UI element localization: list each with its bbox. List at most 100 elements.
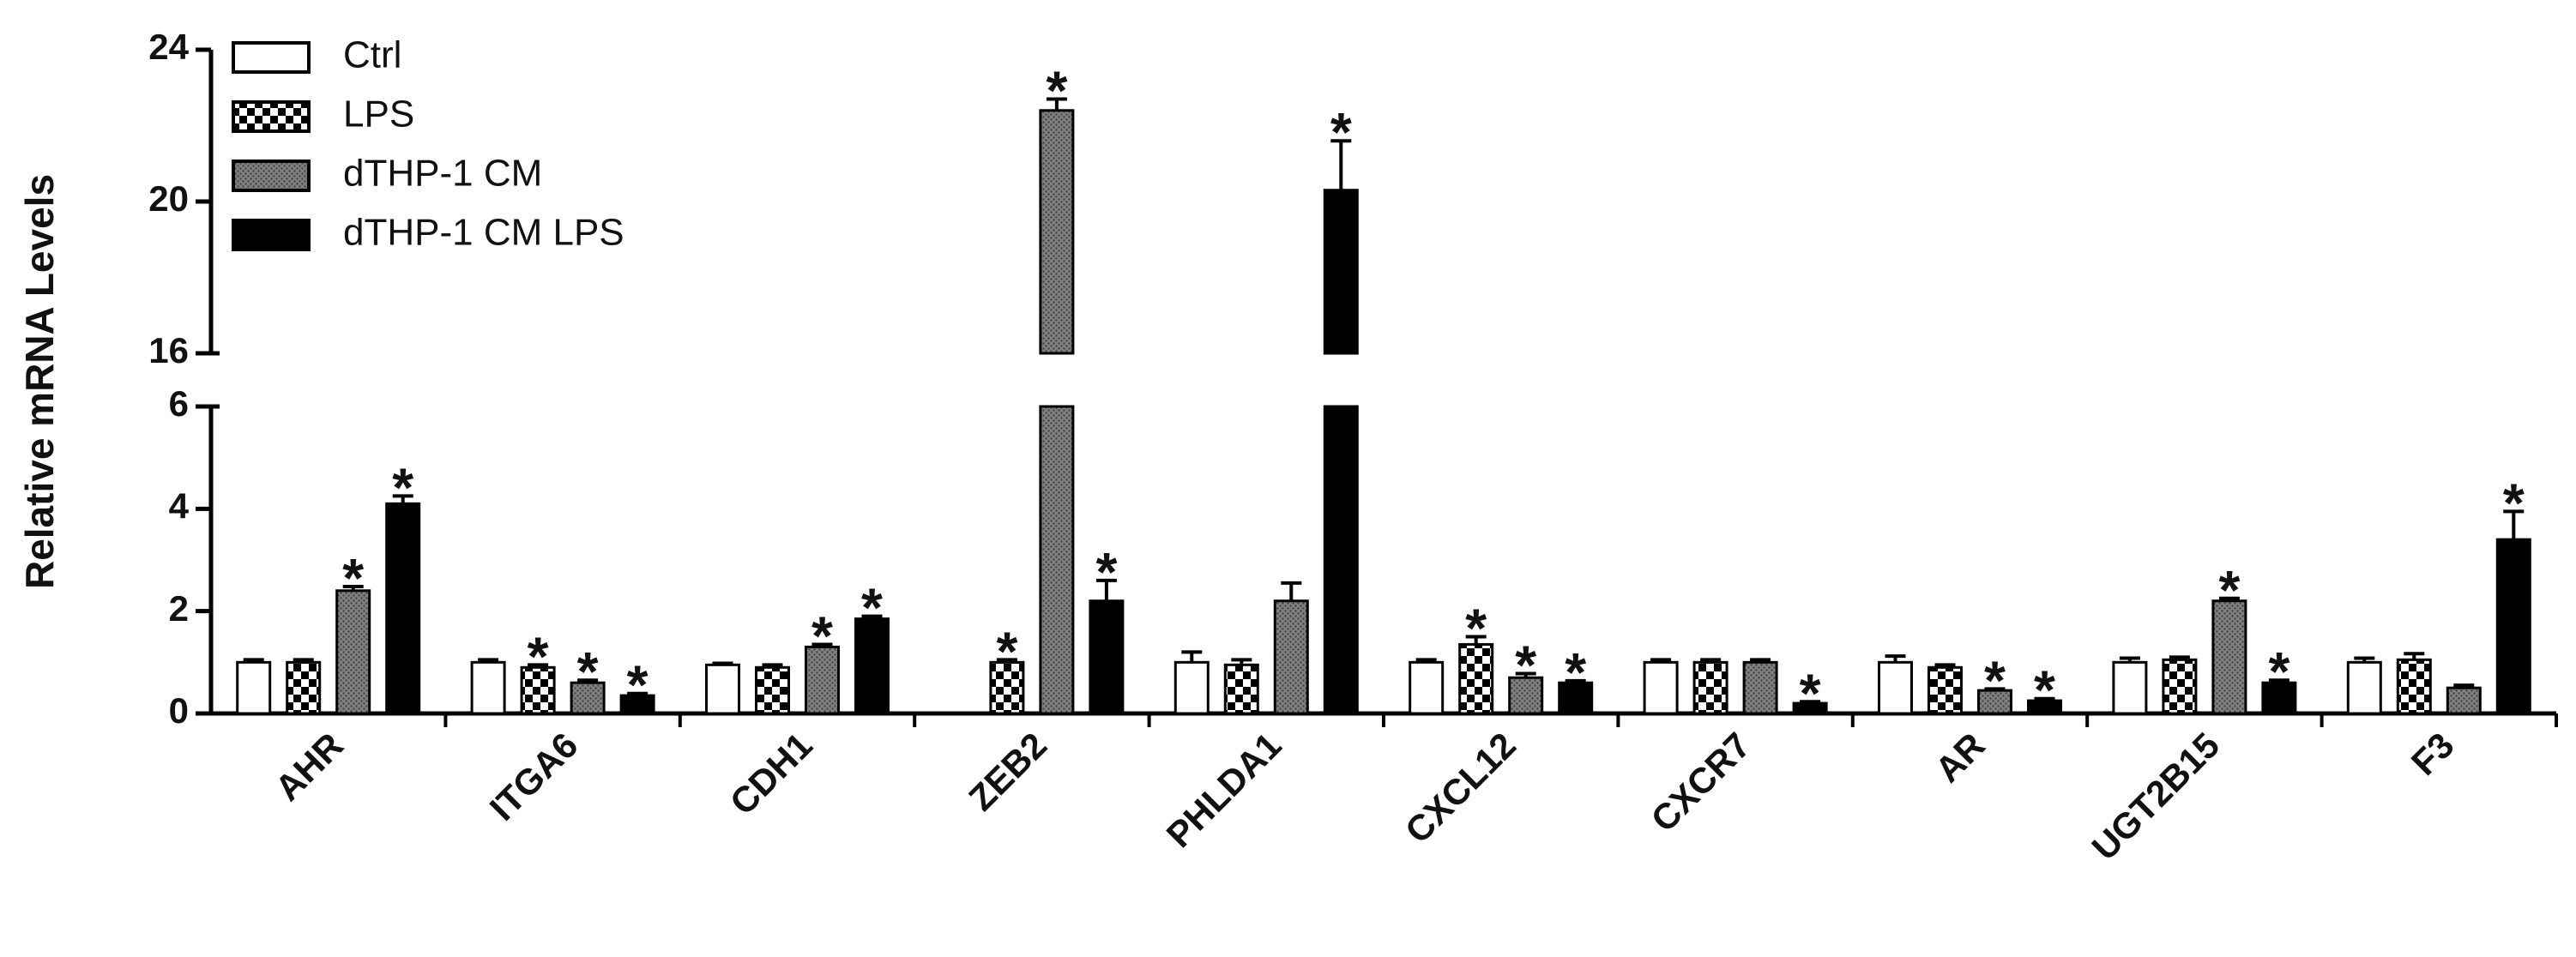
- bar: [2446, 686, 2482, 715]
- error-bar: [1515, 671, 1536, 678]
- error-bar: [2119, 656, 2140, 663]
- bar: [1223, 663, 1259, 715]
- x-tick-label: F3: [2404, 725, 2462, 783]
- error-bar: [2503, 509, 2525, 540]
- error-bar: [1046, 97, 1067, 111]
- bar: [2112, 660, 2148, 715]
- y-tick-label: 16: [148, 330, 189, 370]
- significance-label: *: [811, 605, 833, 666]
- bar-upper: [1323, 189, 1359, 355]
- error-bar: [762, 663, 783, 668]
- y-tick-label: 6: [169, 383, 189, 424]
- error-bar: [811, 642, 833, 647]
- bar: [1878, 660, 1913, 715]
- error-bar: [627, 691, 649, 696]
- significance-label: *: [577, 641, 599, 702]
- y-tick-label: 20: [148, 178, 189, 219]
- x-tick-label: PHLDA1: [1159, 725, 1289, 855]
- error-bar: [243, 658, 264, 663]
- bar: [335, 589, 371, 715]
- significance-label: *: [1330, 101, 1352, 163]
- bar: [570, 681, 606, 715]
- bar: [705, 663, 740, 715]
- bar: [2396, 658, 2432, 715]
- y-tick-label: 0: [169, 690, 189, 731]
- bar: [1173, 660, 1210, 715]
- x-tick-label: ITGA6: [482, 725, 586, 828]
- x-tick-label: UGT2B15: [2084, 725, 2227, 868]
- bar: [1089, 599, 1125, 715]
- legend-swatch: [232, 219, 311, 251]
- bar: [1742, 660, 1778, 715]
- error-bar: [861, 614, 883, 619]
- significance-label: *: [2034, 659, 2055, 721]
- error-bar: [1984, 687, 2006, 691]
- error-bar: [2354, 656, 2375, 663]
- error-bar: [392, 494, 413, 504]
- bar: [1692, 660, 1728, 715]
- error-bar: [1231, 658, 1252, 665]
- significance-label: *: [1465, 598, 1487, 659]
- bar: [1458, 642, 1494, 715]
- error-bar: [2218, 596, 2240, 601]
- error-bar: [1750, 658, 1771, 663]
- significance-label: *: [1800, 662, 1821, 724]
- error-bar: [2404, 652, 2425, 660]
- error-bar: [2453, 683, 2475, 689]
- error-bar: [1465, 635, 1487, 645]
- bar: [1643, 660, 1679, 715]
- bar: [1508, 676, 1544, 715]
- significance-label: *: [2218, 559, 2240, 621]
- error-bar: [712, 661, 733, 665]
- bar: [236, 660, 272, 715]
- bar-upper: [1039, 109, 1075, 355]
- error-bar: [1800, 700, 1821, 704]
- significance-label: *: [2503, 472, 2525, 533]
- error-bar: [2169, 655, 2190, 660]
- significance-label: *: [1046, 60, 1067, 122]
- bar: [1039, 405, 1075, 715]
- error-bar: [1565, 678, 1586, 683]
- significance-label: *: [1984, 649, 2006, 711]
- bar: [1273, 599, 1309, 715]
- error-bar: [293, 658, 314, 663]
- significance-label: *: [392, 456, 413, 518]
- error-bar: [478, 658, 499, 663]
- legend-label: dTHP-1 CM LPS: [343, 212, 624, 254]
- significance-label: *: [1565, 641, 1586, 703]
- error-bar: [528, 663, 549, 668]
- error-bar: [577, 678, 599, 683]
- legend-swatch: [232, 160, 311, 192]
- bar: [520, 665, 556, 715]
- significance-label: *: [528, 625, 549, 687]
- bar: [385, 502, 421, 715]
- significance-label: *: [861, 577, 883, 639]
- significance-label: *: [2268, 641, 2289, 702]
- error-bar: [1934, 663, 1956, 668]
- bar: [286, 660, 322, 715]
- significance-label: *: [1095, 541, 1117, 603]
- y-tick-label: 24: [148, 27, 189, 67]
- error-bar: [1181, 650, 1203, 663]
- error-bar: [342, 585, 364, 591]
- bar: [1323, 405, 1359, 715]
- error-bar: [1281, 581, 1302, 601]
- error-bar: [1415, 658, 1437, 663]
- error-bar: [1700, 658, 1722, 663]
- legend-label: Ctrl: [343, 34, 401, 76]
- x-tick-label: CXCR7: [1644, 725, 1759, 840]
- x-tick-label: ZEB2: [961, 725, 1054, 818]
- bar: [1927, 665, 1963, 715]
- x-tick-label: CDH1: [722, 725, 820, 822]
- legend-swatch: [232, 41, 311, 74]
- legend-label: LPS: [343, 93, 414, 135]
- significance-label: *: [996, 620, 1017, 682]
- significance-label: *: [627, 654, 649, 716]
- legend-label: dTHP-1 CM: [343, 153, 542, 195]
- bar: [1409, 660, 1445, 715]
- legend-swatch: [232, 100, 311, 133]
- bar: [989, 660, 1025, 715]
- error-bar: [1885, 654, 1906, 663]
- x-tick-label: CXCL12: [1397, 725, 1523, 851]
